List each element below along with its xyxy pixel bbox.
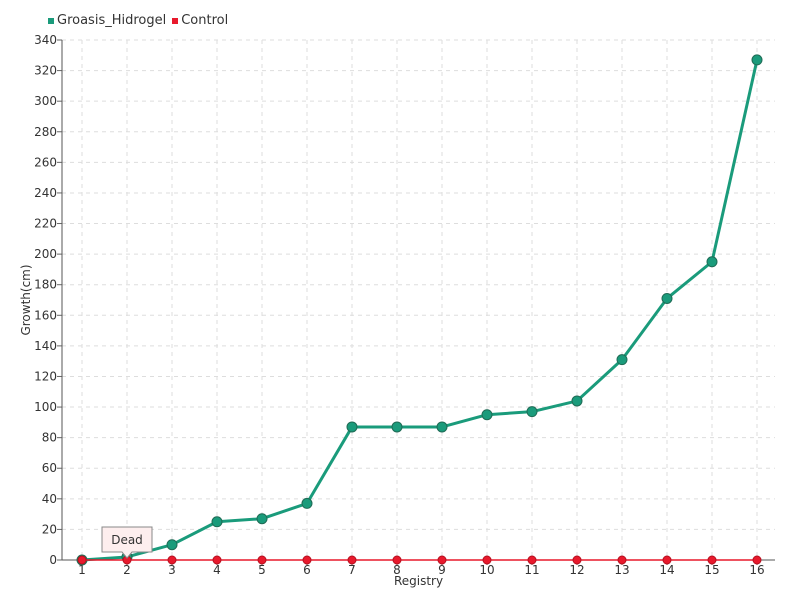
x-tick-label: 6 bbox=[303, 563, 311, 577]
y-tick-label: 20 bbox=[42, 522, 57, 536]
data-point bbox=[256, 513, 268, 525]
data-point bbox=[572, 555, 582, 565]
data-point bbox=[617, 555, 627, 565]
y-tick-label: 0 bbox=[49, 553, 57, 567]
y-tick-label: 180 bbox=[34, 278, 57, 292]
data-point bbox=[211, 516, 223, 528]
x-axis-title: Registry bbox=[394, 574, 443, 588]
x-tick-label: 4 bbox=[213, 563, 221, 577]
data-point bbox=[661, 292, 673, 304]
data-point bbox=[77, 555, 87, 565]
x-tick-label: 10 bbox=[479, 563, 494, 577]
annotation-box bbox=[101, 526, 153, 559]
data-point bbox=[392, 555, 402, 565]
y-tick-label: 60 bbox=[42, 461, 57, 475]
data-point bbox=[707, 555, 717, 565]
y-tick-label: 100 bbox=[34, 400, 57, 414]
y-tick-label: 300 bbox=[34, 94, 57, 108]
x-tick-label: 12 bbox=[569, 563, 584, 577]
series-line bbox=[81, 59, 759, 562]
data-point bbox=[662, 555, 672, 565]
x-tick-label: 1 bbox=[78, 563, 86, 577]
annotation-callout: Dead bbox=[101, 526, 153, 559]
y-tick-label: 40 bbox=[42, 492, 57, 506]
data-point bbox=[751, 54, 763, 66]
x-tick-label: 13 bbox=[614, 563, 629, 577]
y-tick-label: 140 bbox=[34, 339, 57, 353]
data-point bbox=[752, 555, 762, 565]
legend-label-groasis: Groasis_Hidrogel bbox=[57, 13, 167, 28]
data-point bbox=[302, 555, 312, 565]
data-point bbox=[391, 421, 403, 433]
y-tick-label: 80 bbox=[42, 431, 57, 445]
y-tick-labels: 0 20 40 60 80 100 120 140 160 180 200 220 240 260 280 3… bbox=[34, 33, 57, 567]
y-tick-label: 240 bbox=[34, 186, 57, 200]
data-point bbox=[437, 555, 447, 565]
x-tick-label: 11 bbox=[524, 563, 539, 577]
data-point bbox=[301, 497, 313, 509]
data-point bbox=[212, 555, 222, 565]
data-point bbox=[436, 421, 448, 433]
series-layer bbox=[76, 54, 763, 566]
x-tick-label: 7 bbox=[348, 563, 356, 577]
x-tick-label: 16 bbox=[749, 563, 764, 577]
x-tick-label: 15 bbox=[704, 563, 719, 577]
y-tick-label: 200 bbox=[34, 247, 57, 261]
y-tick-label: 340 bbox=[34, 33, 57, 47]
data-point bbox=[706, 256, 718, 268]
annotation-text: Dead bbox=[111, 533, 143, 547]
y-tick-label: 320 bbox=[34, 64, 57, 78]
data-point bbox=[527, 555, 537, 565]
legend-swatch-control bbox=[172, 17, 179, 24]
grid bbox=[62, 39, 775, 560]
legend-swatch-groasis bbox=[48, 17, 54, 24]
y-axis-title: Growth(cm) bbox=[19, 264, 33, 335]
data-point bbox=[481, 409, 493, 421]
series-groasis_hidrogel bbox=[76, 54, 763, 566]
x-tick-label: 5 bbox=[258, 563, 266, 577]
data-point bbox=[526, 406, 538, 418]
y-tick-label: 260 bbox=[34, 155, 57, 169]
data-point bbox=[616, 354, 628, 366]
data-point bbox=[347, 555, 357, 565]
data-point bbox=[167, 555, 177, 565]
x-tick-labels: 1 2 3 4 5 6 7 8 9 10 11 12 13 14 15 16 bbox=[78, 563, 764, 577]
legend-item-groasis[interactable]: Groasis_Hidrogel bbox=[48, 13, 166, 28]
data-point bbox=[257, 555, 267, 565]
x-tick-label: 2 bbox=[123, 563, 131, 577]
data-point bbox=[166, 539, 178, 551]
y-tick-label: 220 bbox=[34, 217, 57, 231]
data-point bbox=[346, 421, 358, 433]
x-tick-label: 8 bbox=[393, 563, 401, 577]
x-tick-label: 3 bbox=[168, 563, 176, 577]
y-tick-label: 160 bbox=[34, 308, 57, 322]
data-point bbox=[571, 395, 583, 407]
y-tick-label: 120 bbox=[34, 369, 57, 383]
legend: Groasis_Hidrogel Control bbox=[48, 13, 234, 28]
data-point bbox=[482, 555, 492, 565]
legend-item-control[interactable]: Control bbox=[172, 13, 228, 28]
y-tick-label: 280 bbox=[34, 125, 57, 139]
annotation-layer: Dead bbox=[101, 526, 153, 559]
x-tick-label: 9 bbox=[438, 563, 446, 577]
x-tick-label: 14 bbox=[659, 563, 674, 577]
legend-label-control: Control bbox=[181, 13, 229, 28]
